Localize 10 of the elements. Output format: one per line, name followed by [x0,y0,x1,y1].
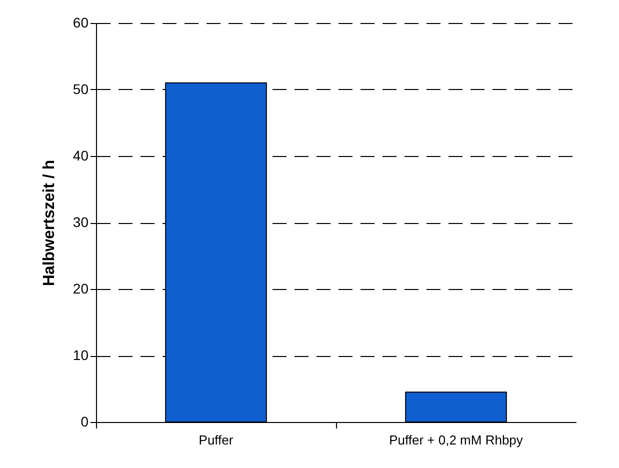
y-tick-label: 0 [80,414,89,430]
y-tick-label: 10 [72,347,89,363]
y-axis-title: Halbwertszeit / h [40,160,58,286]
x-tick-label: Puffer + 0,2 mM Rhbpy [389,432,524,448]
x-tick-label: Puffer [198,432,234,448]
y-tick-label: 20 [72,280,89,296]
y-tick-label: 30 [72,214,89,230]
y-tick-label: 40 [72,148,89,164]
y-tick-label: 60 [72,14,89,30]
y-tick-label: 50 [72,81,89,97]
